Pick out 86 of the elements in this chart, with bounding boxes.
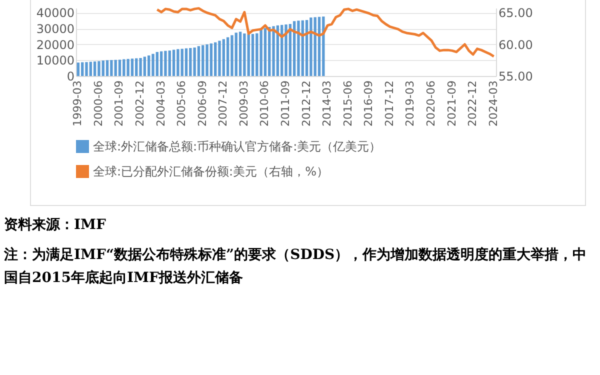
x-tick-label: 2019-03 <box>404 80 417 126</box>
x-tick-label: 2004-03 <box>154 80 168 126</box>
x-tick-label: 2000-06 <box>92 80 105 126</box>
bar <box>243 33 246 76</box>
x-tick-label: 2007-12 <box>216 80 230 126</box>
x-tick-label: 2014-03 <box>320 80 334 126</box>
bar <box>272 26 275 76</box>
bar <box>106 60 109 76</box>
y2-tick-label: 65.00 <box>498 6 533 20</box>
x-tick-label: 2016-09 <box>362 80 376 126</box>
x-tick-label: 2024-03 <box>486 80 500 126</box>
x-tick-label: 2011-09 <box>279 80 292 126</box>
bar <box>284 24 288 76</box>
legend-label: 全球:已分配外汇储备份额:美元（右轴，%） <box>93 164 328 178</box>
x-tick-label: 2002-12 <box>134 80 147 126</box>
bar <box>264 28 267 76</box>
x-tick-label: 2015-06 <box>341 80 354 126</box>
bar <box>139 58 142 76</box>
y-tick-label: 0 <box>66 70 74 84</box>
line-series <box>156 7 496 58</box>
bar <box>176 49 180 76</box>
x-tick-label: 2021-09 <box>445 80 458 126</box>
bar <box>218 40 221 76</box>
bar <box>214 42 217 76</box>
bar <box>222 39 226 76</box>
bar <box>310 17 312 76</box>
y-tick-label: 40000 <box>36 6 74 20</box>
y-tick-label: 10000 <box>36 54 74 68</box>
bar <box>230 35 234 76</box>
bar <box>168 50 171 76</box>
bar <box>189 48 192 76</box>
bar <box>130 58 134 76</box>
bar <box>85 62 88 76</box>
y2-tick-label: 60.00 <box>498 38 533 52</box>
bar <box>160 51 163 76</box>
y-tick-label: 30000 <box>36 22 74 36</box>
bar <box>251 34 254 76</box>
y2-tick-label: 55.00 <box>498 70 533 84</box>
bar <box>110 60 113 76</box>
bar <box>180 48 184 76</box>
bar <box>114 60 117 76</box>
text: 注：为满足IMF“数据公布特殊标准”的要求（SDDS），作为增加数据透明度的重大举措，中国自2015年底起向IMF报送外汇储备 <box>4 246 588 288</box>
bar <box>193 48 196 76</box>
bar <box>135 58 138 76</box>
bar <box>156 52 159 76</box>
bar <box>247 34 250 76</box>
bar <box>76 62 80 76</box>
x-tick-label: 2020-06 <box>424 80 438 126</box>
bar <box>197 46 200 76</box>
bar <box>238 32 242 76</box>
bar <box>297 20 300 76</box>
bar <box>164 50 167 76</box>
bar <box>143 56 146 76</box>
bar <box>314 17 316 76</box>
bar <box>147 55 150 76</box>
bar <box>80 62 84 76</box>
bar <box>322 16 325 76</box>
bar <box>206 44 208 76</box>
bar <box>93 61 96 76</box>
bar <box>118 60 122 76</box>
bar <box>102 60 104 76</box>
legend-label: 全球:外汇储备总额:币种确认官方储备:美元（亿美元） <box>93 140 382 154</box>
bar <box>226 37 230 76</box>
bar <box>234 32 238 76</box>
bar <box>172 50 176 76</box>
text: 资料来源：IMF <box>4 216 107 235</box>
bar <box>89 62 92 76</box>
x-tick-label: 2012-12 <box>300 80 313 126</box>
x-tick-label: 2010-06 <box>258 80 272 126</box>
bar <box>98 61 100 76</box>
x-tick-label: 2017-12 <box>382 80 396 126</box>
bar <box>256 33 258 76</box>
x-tick-label: 2006-09 <box>196 80 209 126</box>
x-tick-label: 2009-03 <box>237 80 250 126</box>
bar <box>184 48 188 76</box>
bar <box>126 58 130 76</box>
bar <box>152 54 154 76</box>
y-tick-label: 20000 <box>36 38 74 52</box>
x-tick-label: 2005-06 <box>175 80 188 126</box>
x-tick-label: 2001-09 <box>112 80 126 126</box>
bar <box>122 59 126 76</box>
bar <box>260 30 262 76</box>
bar <box>210 43 213 76</box>
x-tick-label: 1999-03 <box>71 80 84 126</box>
bar <box>202 45 204 76</box>
x-tick-label: 2022-12 <box>466 80 480 126</box>
